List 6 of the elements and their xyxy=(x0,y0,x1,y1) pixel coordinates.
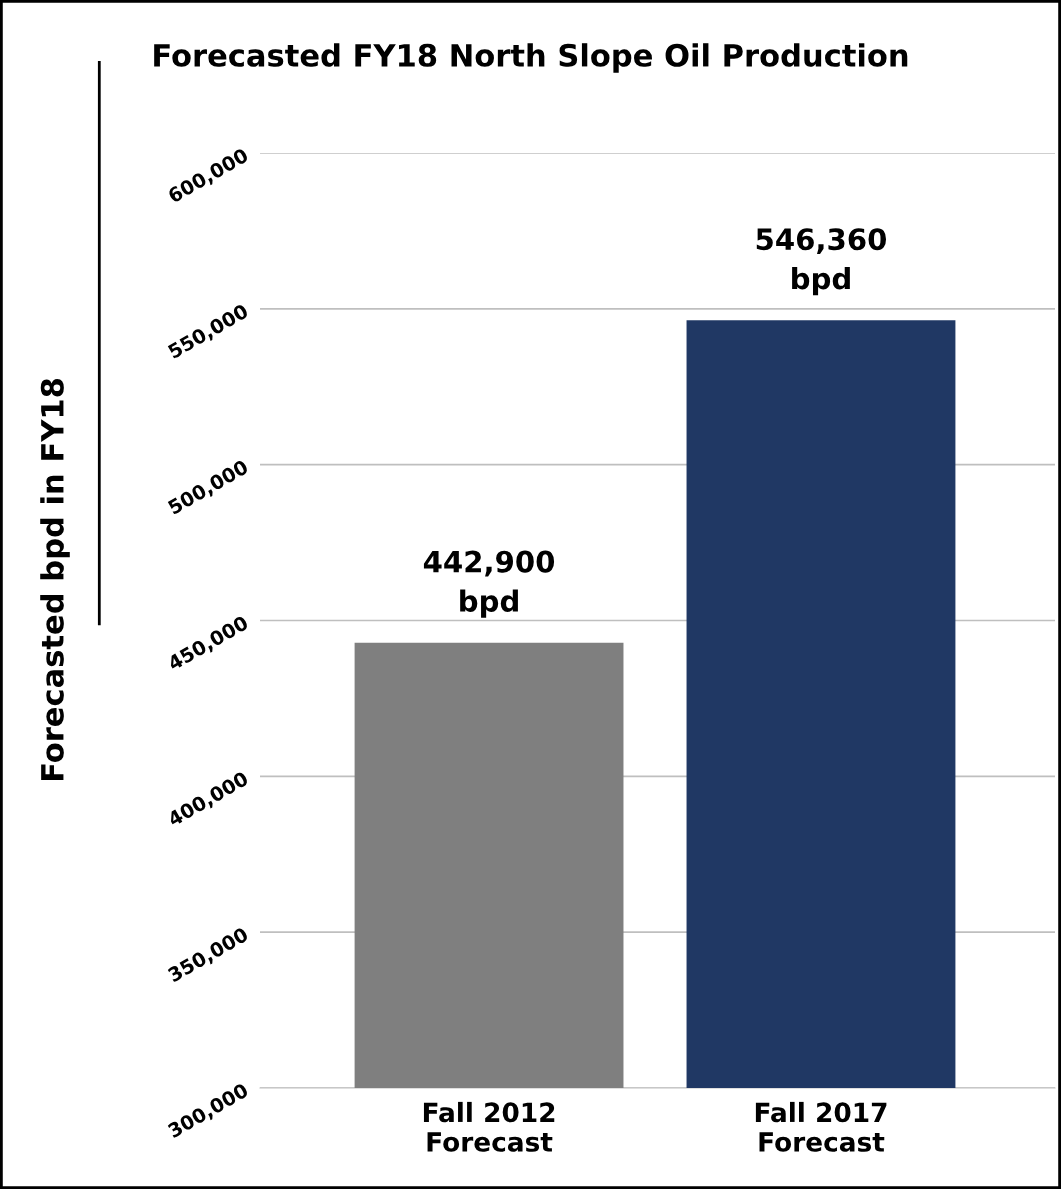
x-tick-label: Fall 2017 Forecast xyxy=(755,1101,887,1152)
x-tick-label: Fall 2012 Forecast xyxy=(423,1101,555,1152)
data-label: 546,360 bpd xyxy=(756,228,887,296)
y-axis-title: Forecasted bpd in FY18 xyxy=(40,378,70,781)
chart-title: Forecasted FY18 North Slope Oil Production xyxy=(154,43,908,73)
data-label: 442,900 bpd xyxy=(423,550,555,618)
